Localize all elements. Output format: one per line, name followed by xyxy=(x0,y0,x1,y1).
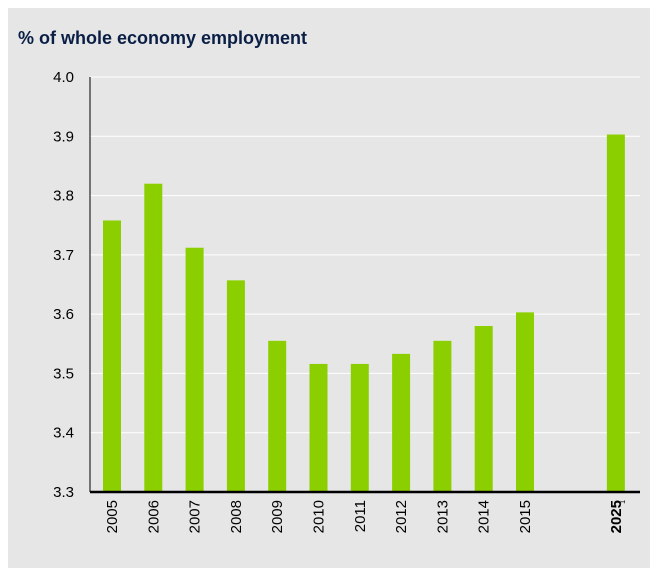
bar-2015 xyxy=(516,312,534,492)
x-tick-label: 2015 xyxy=(517,500,534,533)
bars xyxy=(90,134,640,494)
chart-title: % of whole economy employment xyxy=(18,28,308,48)
bar-2009 xyxy=(268,340,287,492)
x-tick-label: 2008 xyxy=(228,500,245,533)
x-tick-label: 2013 xyxy=(434,500,451,533)
x-tick-label: 2005 xyxy=(104,500,121,533)
bar-2006 xyxy=(144,183,163,492)
x-tick-label: 2010 xyxy=(311,500,328,533)
x-tick-label: 2025 xyxy=(608,500,625,533)
y-tick-label: 3.6 xyxy=(53,306,74,323)
x-tick-label: 2007 xyxy=(187,500,204,533)
y-tick-label: 3.8 xyxy=(53,188,74,205)
y-tick-label: 3.5 xyxy=(53,365,74,382)
x-tick-label: 2009 xyxy=(269,500,286,533)
y-tick-label: 3.4 xyxy=(53,425,74,442)
bar-2008 xyxy=(226,280,245,492)
y-tick-label: 4.0 xyxy=(53,69,74,86)
y-tick-label: 3.3 xyxy=(53,484,74,501)
x-tick-label: 2011 xyxy=(352,500,369,532)
bar-2005 xyxy=(103,220,121,492)
x-tick-label: 2012 xyxy=(393,500,410,533)
footnote-marker: 1 xyxy=(620,500,627,504)
bar-2007 xyxy=(185,247,204,492)
bar-2014 xyxy=(474,326,493,492)
bar-2010 xyxy=(309,363,328,492)
y-tick-label: 3.7 xyxy=(53,247,74,264)
y-tick-label: 3.9 xyxy=(53,128,74,145)
y-axis-ticks: 3.3 3.4 3.5 3.6 3.7 3.8 3.9 4.0 xyxy=(53,69,91,501)
bar-2011 xyxy=(350,363,369,492)
bar-2013 xyxy=(433,340,452,492)
bar-2025 xyxy=(606,134,625,492)
x-axis-labels: 2005 2006 2007 2008 2009 2010 2011 2012 2013 2014… xyxy=(104,500,627,533)
x-tick-label: 2006 xyxy=(145,500,162,533)
bar-2012 xyxy=(392,353,411,492)
x-tick-label: 2014 xyxy=(476,500,493,533)
